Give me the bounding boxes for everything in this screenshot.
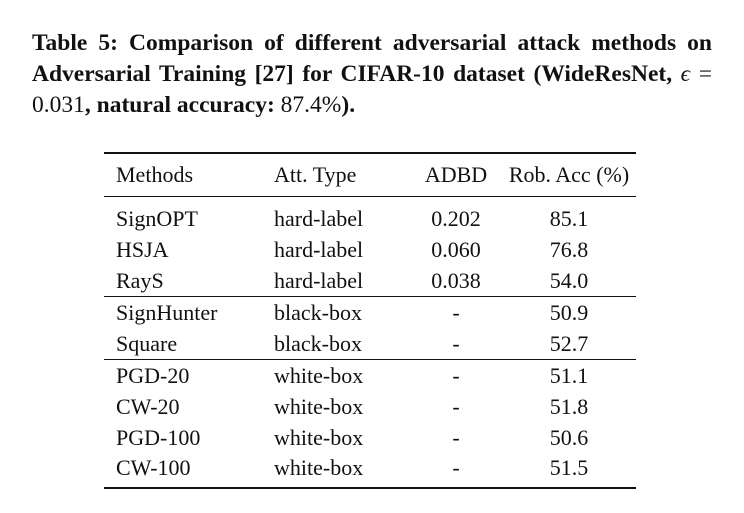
header-attack-type: Att. Type bbox=[264, 152, 410, 197]
cell-method: RayS bbox=[116, 268, 164, 293]
cell-attack-type: hard-label bbox=[274, 237, 364, 262]
caption-epsilon-value: 0.031 bbox=[32, 92, 85, 118]
cell-adbd: - bbox=[452, 331, 460, 356]
caption-epsilon-symbol: ϵ bbox=[680, 61, 691, 87]
cell-adbd: - bbox=[410, 296, 502, 328]
table-row: CW-20 white-box - 51.8 bbox=[104, 391, 636, 422]
table-row: SignHunter black-box - 50.9 bbox=[104, 296, 636, 328]
cell-method: CW-20 bbox=[116, 394, 180, 419]
cell-method: PGD-20 bbox=[104, 359, 264, 391]
cell-robust-accuracy: 50.9 bbox=[502, 296, 636, 328]
table-body: SignOPT hard-label 0.202 85.1 HSJA hard-… bbox=[104, 197, 636, 489]
table-caption: Table 5: Comparison of different adversa… bbox=[32, 28, 712, 121]
cell-attack-type: hard-label bbox=[274, 206, 364, 231]
cell-attack-type: hard-label bbox=[274, 268, 364, 293]
cell-robust-accuracy: 52.7 bbox=[549, 331, 589, 356]
table-header-row: Methods Att. Type ADBD Rob. Acc (%) bbox=[104, 152, 636, 197]
cell-method: CW-100 bbox=[104, 453, 264, 489]
results-table: Methods Att. Type ADBD Rob. Acc (%) Sign… bbox=[104, 152, 636, 489]
cell-adbd: - bbox=[452, 425, 460, 450]
caption-equals: = bbox=[690, 61, 712, 87]
cell-method: SignOPT bbox=[116, 206, 198, 231]
cell-robust-accuracy: 76.8 bbox=[549, 237, 589, 262]
cell-attack-type: white-box bbox=[274, 394, 364, 419]
cell-robust-accuracy: 51.1 bbox=[502, 359, 636, 391]
caption-accuracy-value: 87.4% bbox=[280, 92, 342, 118]
cell-adbd: 0.038 bbox=[431, 268, 481, 293]
header-adbd: ADBD bbox=[410, 152, 502, 197]
cell-method: SignHunter bbox=[104, 296, 264, 328]
cell-attack-type: white-box bbox=[274, 425, 364, 450]
cell-robust-accuracy: 50.6 bbox=[549, 425, 589, 450]
table-row: PGD-20 white-box - 51.1 bbox=[104, 359, 636, 391]
table-row: PGD-100 white-box - 50.6 bbox=[104, 422, 636, 453]
cell-method: PGD-100 bbox=[116, 425, 201, 450]
cell-method: Square bbox=[116, 331, 178, 356]
cell-adbd: 0.060 bbox=[431, 237, 481, 262]
cell-adbd: - bbox=[410, 359, 502, 391]
cell-adbd: - bbox=[452, 394, 460, 419]
caption-text-accuracy: , natural accuracy: bbox=[84, 92, 281, 118]
cell-robust-accuracy: 51.8 bbox=[549, 394, 589, 419]
header-robust-accuracy: Rob. Acc (%) bbox=[502, 152, 636, 197]
caption-text-main: Table 5: Comparison of different adversa… bbox=[32, 30, 712, 87]
cell-attack-type: black-box bbox=[274, 331, 362, 356]
header-methods: Methods bbox=[104, 152, 264, 197]
table-row: Square black-box - 52.7 bbox=[104, 328, 636, 360]
cell-adbd: - bbox=[410, 453, 502, 489]
cell-robust-accuracy: 51.5 bbox=[502, 453, 636, 489]
cell-robust-accuracy: 54.0 bbox=[549, 268, 589, 293]
table-row: SignOPT hard-label 0.202 85.1 bbox=[104, 197, 636, 235]
table-row: HSJA hard-label 0.060 76.8 bbox=[104, 234, 636, 265]
cell-attack-type: white-box bbox=[264, 453, 410, 489]
cell-robust-accuracy: 85.1 bbox=[549, 206, 589, 231]
cell-adbd: 0.202 bbox=[431, 206, 481, 231]
cell-method: HSJA bbox=[116, 237, 169, 262]
table-row: CW-100 white-box - 51.5 bbox=[104, 453, 636, 489]
table-row: RayS hard-label 0.038 54.0 bbox=[104, 265, 636, 297]
cell-attack-type: white-box bbox=[264, 359, 410, 391]
cell-attack-type: black-box bbox=[264, 296, 410, 328]
caption-text-end: ). bbox=[341, 92, 356, 118]
